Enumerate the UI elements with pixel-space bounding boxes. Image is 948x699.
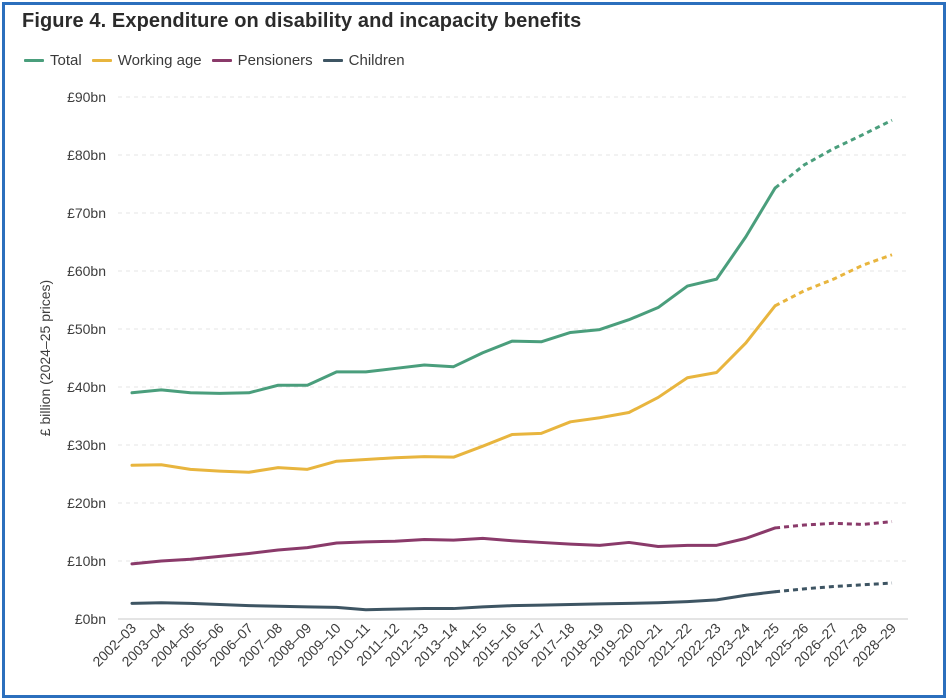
legend-swatch-total: [24, 59, 44, 62]
chart-legend: Total Working age Pensioners Children: [24, 52, 415, 69]
series-lines: [130, 118, 893, 612]
line-total-actual: [130, 186, 777, 395]
x-axis-ticks: 2002–032003–042004–052005–062006–072007–…: [89, 620, 899, 670]
y-tick-label: £60bn: [67, 263, 106, 279]
line-working-age-forecast: [774, 253, 893, 308]
legend-label-pensioners: Pensioners: [237, 52, 313, 69]
y-tick-label: £30bn: [67, 437, 106, 453]
series-children: [130, 581, 893, 612]
series-working-age: [130, 253, 893, 474]
line-children-forecast: [774, 581, 893, 594]
chart-title: Figure 4. Expenditure on disability and …: [22, 10, 582, 32]
y-tick-label: £80bn: [67, 147, 106, 163]
series-total: [130, 118, 893, 395]
y-tick-label: £20bn: [67, 495, 106, 511]
line-children-actual: [130, 590, 777, 612]
gridlines: [118, 96, 908, 620]
legend-swatch-pensioners: [211, 59, 232, 62]
y-tick-label: £10bn: [67, 553, 106, 569]
line-total-forecast: [774, 118, 893, 190]
legend-label-total: Total: [50, 52, 82, 69]
legend-item-working-age: Working age: [91, 52, 202, 69]
line-pensioners-actual: [130, 526, 777, 566]
legend-swatch-working-age: [91, 59, 112, 62]
y-tick-label: £50bn: [67, 321, 106, 337]
legend-label-working-age: Working age: [117, 52, 202, 69]
legend-swatch-children: [322, 59, 343, 62]
y-axis-ticks: £0bn £10bn £20bn £30bn £40bn £50bn £60bn £70bn £…: [67, 89, 106, 627]
line-pensioners-forecast: [774, 520, 893, 530]
line-working-age-actual: [130, 304, 777, 474]
legend-item-pensioners: Pensioners: [211, 52, 313, 69]
legend-label-children: Children: [348, 52, 405, 69]
y-tick-label: £0bn: [75, 611, 106, 627]
series-pensioners: [130, 520, 893, 566]
legend-item-total: Total: [24, 52, 82, 69]
y-tick-label: £90bn: [67, 89, 106, 105]
y-tick-label: £40bn: [67, 379, 106, 395]
y-axis-label: £ billion (2024–25 prices): [37, 280, 53, 436]
legend-item-children: Children: [322, 52, 405, 69]
y-tick-label: £70bn: [67, 205, 106, 221]
